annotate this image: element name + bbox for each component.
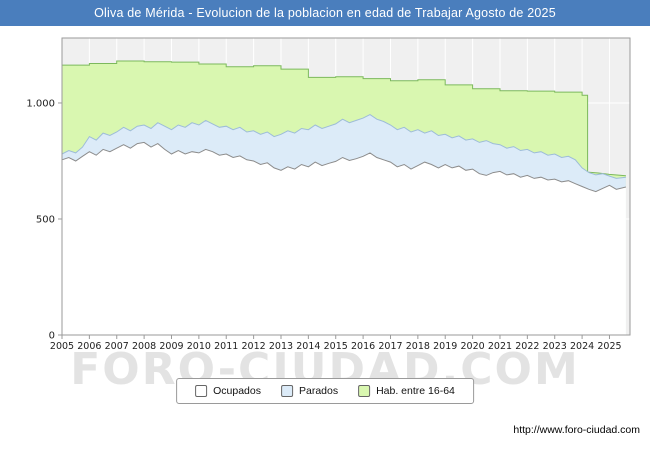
svg-text:2006: 2006 [77,341,101,352]
page-title: Oliva de Mérida - Evolucion de la poblac… [94,6,556,20]
svg-text:2023: 2023 [543,341,567,352]
svg-text:2019: 2019 [433,341,457,352]
svg-text:2005: 2005 [50,341,74,352]
footer-url[interactable]: http://www.foro-ciudad.com [513,424,640,436]
legend-label-hab-16-64: Hab. entre 16-64 [376,385,455,397]
svg-text:2013: 2013 [269,341,293,352]
ocupados-swatch-icon [195,385,208,397]
svg-text:2024: 2024 [570,341,594,352]
svg-text:2022: 2022 [515,341,539,352]
svg-text:2008: 2008 [132,341,156,352]
legend-item-ocupados[interactable]: Ocupados [195,385,261,397]
svg-text:2007: 2007 [105,341,129,352]
parados-swatch-icon [280,385,293,397]
legend: Ocupados Parados Hab. entre 16-64 [176,378,474,404]
legend-label-ocupados: Ocupados [213,385,261,397]
svg-text:2021: 2021 [488,341,512,352]
svg-text:2010: 2010 [187,341,211,352]
hab-16-64-swatch-icon [358,385,371,397]
svg-text:2011: 2011 [214,341,238,352]
svg-text:2014: 2014 [296,341,320,352]
svg-text:2016: 2016 [351,341,375,352]
svg-text:500: 500 [36,214,55,225]
legend-item-parados[interactable]: Parados [280,385,339,397]
svg-text:0: 0 [49,331,55,342]
legend-label-parados: Parados [298,385,339,397]
svg-text:2018: 2018 [406,341,430,352]
svg-text:2015: 2015 [324,341,348,352]
svg-text:2025: 2025 [597,341,621,352]
legend-item-hab-16-64[interactable]: Hab. entre 16-64 [358,385,455,397]
svg-text:2009: 2009 [159,341,183,352]
svg-text:2020: 2020 [461,341,485,352]
title-bar: Oliva de Mérida - Evolucion de la poblac… [0,0,650,26]
svg-text:2017: 2017 [378,341,402,352]
svg-text:1.000: 1.000 [26,98,55,109]
svg-text:2012: 2012 [242,341,266,352]
